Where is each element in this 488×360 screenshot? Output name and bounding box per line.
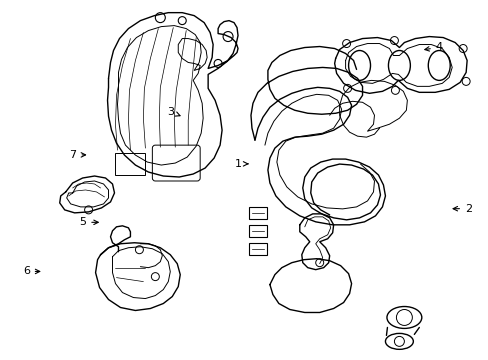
Text: 3: 3	[166, 107, 180, 117]
Bar	[248, 207, 266, 219]
Bar	[248, 243, 266, 255]
Text: 5: 5	[79, 217, 98, 227]
Text: 2: 2	[452, 204, 471, 214]
Bar	[248, 225, 266, 237]
Bar	[115, 153, 145, 175]
Text: 6: 6	[23, 266, 40, 276]
Text: 7: 7	[69, 150, 85, 160]
Text: 4: 4	[424, 42, 442, 52]
Text: 1: 1	[235, 159, 247, 169]
